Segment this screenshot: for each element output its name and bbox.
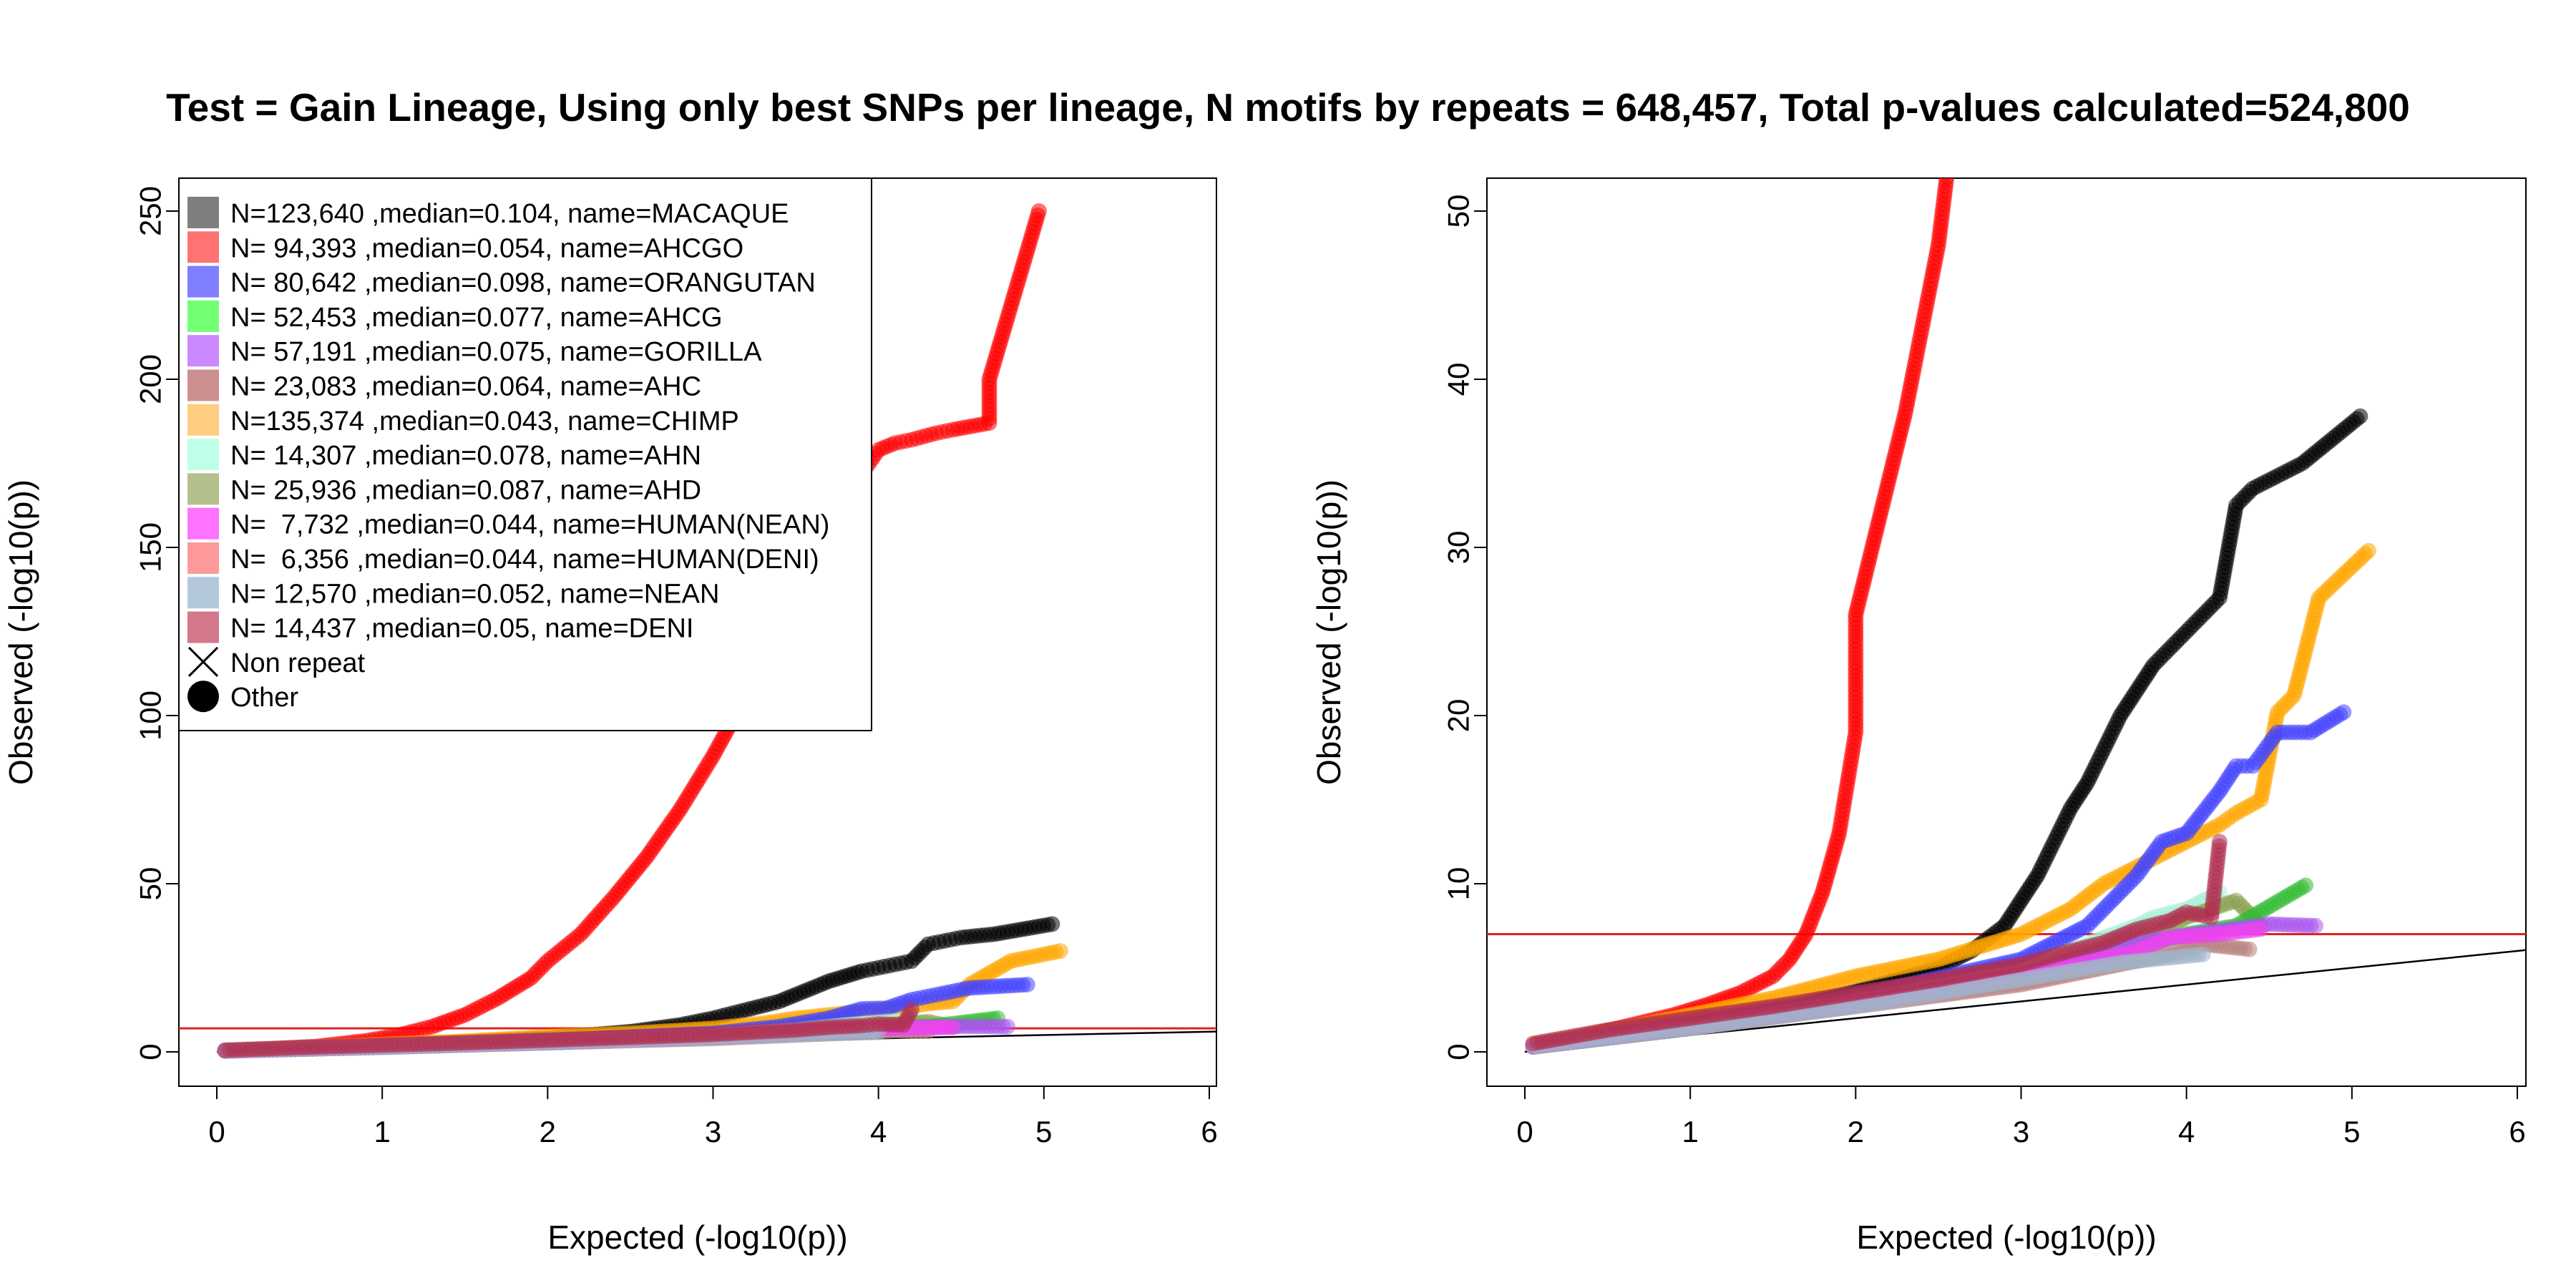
y-tick-label: 10	[1442, 867, 1475, 901]
legend-label: N= 14,307 ,median=0.078, name=AHN	[230, 441, 701, 471]
legend-label: N= 23,083 ,median=0.064, name=AHC	[230, 372, 701, 402]
series-deni	[1525, 834, 2228, 1052]
data-point	[2352, 408, 2368, 424]
legend-label: N=123,640 ,median=0.104, name=MACAQUE	[230, 199, 789, 229]
y-tick-label: 100	[134, 691, 167, 741]
y-tick-label: 50	[1442, 195, 1475, 228]
y-tick-label: 200	[134, 354, 167, 404]
x-tick-label: 1	[1682, 1115, 1698, 1148]
x-axis-label: Expected (-log10(p))	[1856, 1219, 2156, 1256]
y-tick-label: 150	[134, 522, 167, 572]
x-tick-label: 0	[208, 1115, 225, 1148]
x-axis-label: Expected (-log10(p))	[547, 1219, 847, 1256]
data-point	[2298, 877, 2314, 894]
legend-label: N= 80,642 ,median=0.098, name=ORANGUTAN	[230, 268, 816, 298]
x-tick-label: 5	[1035, 1115, 1052, 1148]
x-tick-label: 3	[2013, 1115, 2029, 1148]
y-tick-label: 50	[134, 867, 167, 901]
legend-label: N= 14,437 ,median=0.05, name=DENI	[230, 614, 693, 644]
legend-label: N= 6,356 ,median=0.044, name=HUMAN(DENI)	[230, 545, 819, 575]
legend-label: N= 52,453 ,median=0.077, name=AHCG	[230, 303, 723, 333]
y-tick-label: 0	[134, 1043, 167, 1060]
plot-area	[1487, 178, 2526, 1055]
legend-swatch	[187, 577, 219, 609]
x-tick-label: 2	[1848, 1115, 1864, 1148]
legend-label: Non repeat	[230, 648, 365, 678]
legend-swatch	[187, 473, 219, 505]
series-ahcgo	[1525, 178, 1955, 1053]
y-axis-label: Observed (-log10(p))	[2, 479, 39, 785]
y-tick-label: 30	[1442, 531, 1475, 565]
legend-swatch	[187, 507, 219, 540]
panel-2: 0 1 2 3 4 5 6 0 10 20 30 40 50 Expected (-log10(p)) Ob…	[1310, 177, 2527, 1256]
x-tick-label: 4	[870, 1115, 887, 1148]
data-point	[2195, 946, 2211, 962]
panel-1: 0 1 2 3 4 5 6 0 50 100 150 200 250 Expected (-log10(p…	[2, 177, 1218, 1256]
legend-label: N= 7,732 ,median=0.044, name=HUMAN(NEAN)	[230, 510, 829, 540]
legend-label: N= 12,570 ,median=0.052, name=NEAN	[230, 579, 719, 609]
legend-label: Other	[230, 683, 298, 713]
x-tick-label: 2	[540, 1115, 556, 1148]
data-point	[2241, 941, 2258, 957]
y-tick-label: 250	[134, 186, 167, 236]
legend-swatch	[187, 369, 219, 401]
x-tick-label: 3	[705, 1115, 721, 1148]
legend-swatch	[187, 542, 219, 574]
legend-swatch	[187, 300, 219, 332]
filled-circle-icon	[187, 680, 219, 713]
chart-title: Test = Gain Lineage, Using only best SNP…	[166, 85, 2410, 130]
x-tick-label: 6	[2509, 1115, 2525, 1148]
legend-swatch	[187, 439, 219, 471]
data-point	[1044, 916, 1060, 932]
plot-frame	[1486, 177, 2527, 1087]
cross-icon	[187, 646, 219, 677]
data-point	[945, 1019, 961, 1035]
legend-swatch	[187, 265, 219, 298]
legend-swatch	[187, 231, 219, 263]
data-point	[1052, 943, 1068, 959]
x-tick-label: 5	[2343, 1115, 2360, 1148]
x-tick-label: 0	[1516, 1115, 1533, 1148]
legend-swatch	[187, 197, 219, 228]
legend-label: N= 57,191 ,median=0.075, name=GORILLA	[230, 337, 762, 367]
data-point	[1938, 178, 1955, 185]
legend-swatch	[187, 335, 219, 367]
legend: N=123,640 ,median=0.104, name=MACAQUE N= …	[178, 177, 872, 731]
x-tick-label: 6	[1201, 1115, 1217, 1148]
y-tick-label: 20	[1442, 699, 1475, 733]
legend-swatch	[187, 611, 219, 643]
x-tick-label: 1	[374, 1115, 390, 1148]
data-point	[1030, 203, 1047, 219]
y-tick-label: 0	[1442, 1043, 1475, 1060]
legend-label: N= 25,936 ,median=0.087, name=AHD	[230, 475, 701, 505]
data-point	[903, 1002, 919, 1018]
legend-swatch	[187, 404, 219, 436]
data-point	[2307, 917, 2323, 934]
y-axis-label: Observed (-log10(p))	[1310, 479, 1347, 785]
legend-label: N=135,374 ,median=0.043, name=CHIMP	[230, 406, 739, 436]
legend-label: N= 94,393 ,median=0.054, name=AHCGO	[230, 233, 743, 263]
x-tick-label: 4	[2178, 1115, 2195, 1148]
data-point	[2360, 542, 2376, 559]
legend-box	[178, 177, 872, 731]
data-point	[2336, 704, 2352, 721]
series-deni	[217, 1002, 919, 1058]
y-tick-label: 40	[1442, 363, 1475, 396]
data-point	[1019, 977, 1035, 992]
data-point	[2253, 921, 2269, 937]
data-point	[999, 1018, 1015, 1035]
series-nean	[1525, 946, 2211, 1055]
data-point	[2211, 834, 2228, 850]
